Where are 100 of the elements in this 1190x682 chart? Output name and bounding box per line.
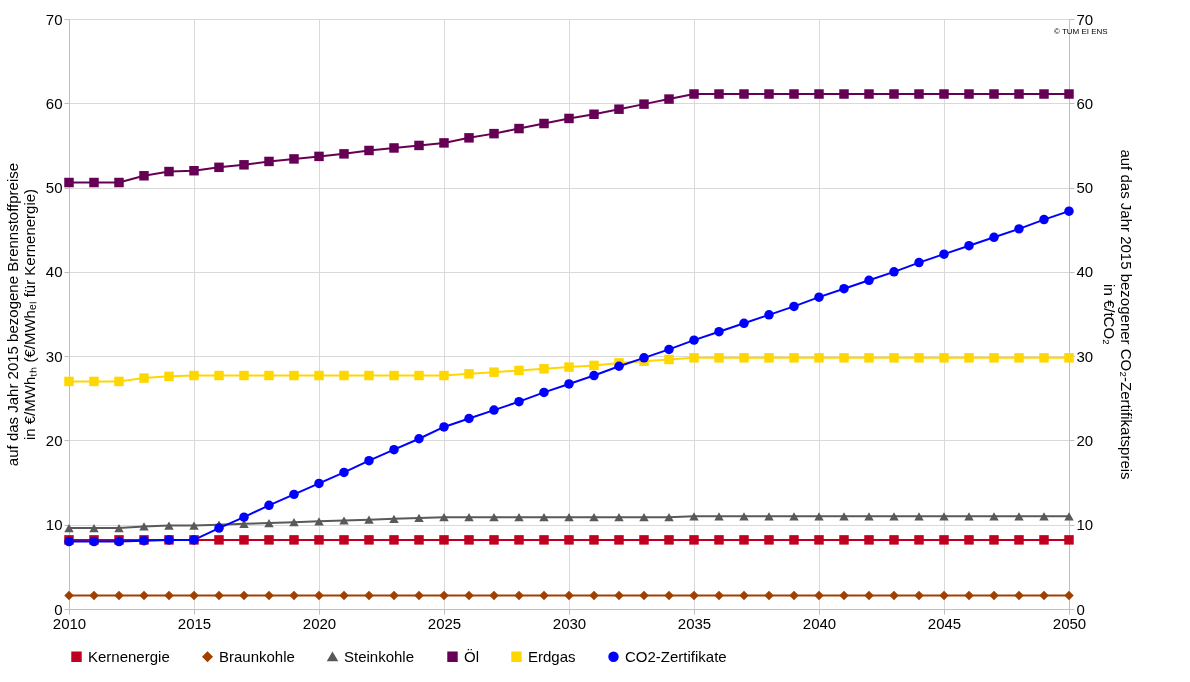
point: [764, 590, 774, 601]
point: [139, 171, 149, 181]
point: [389, 535, 399, 545]
point: [714, 535, 724, 545]
point: [739, 353, 749, 363]
point: [514, 535, 524, 545]
point: [439, 513, 449, 522]
point: [289, 535, 299, 545]
point: [664, 94, 674, 104]
y-tick-label: 20: [45, 431, 63, 449]
point: [289, 154, 299, 164]
point: [789, 512, 799, 521]
point: [314, 151, 324, 162]
point: [714, 89, 724, 99]
point: [1064, 206, 1074, 216]
point: [414, 370, 424, 381]
point: [139, 590, 149, 601]
y2-axis-title: auf das Jahr 2015 bezogener CO₂-Zertifikatspreis in €/tCO₂: [1101, 149, 1136, 480]
y2-tick-label: 10: [1076, 516, 1094, 534]
point: [889, 267, 899, 277]
legend-label: Kernenergie: [88, 647, 170, 665]
point: [839, 590, 849, 601]
point: [289, 518, 299, 527]
legend-label: CO2-Zertifikate: [625, 647, 727, 665]
y2-tick-label: 30: [1076, 347, 1094, 365]
point: [239, 590, 249, 601]
point: [214, 370, 224, 381]
point: [889, 89, 899, 99]
point: [839, 512, 849, 521]
point: [914, 590, 924, 601]
point: [689, 335, 699, 345]
y-tick-label: 50: [45, 179, 63, 197]
point: [389, 370, 399, 381]
point: [764, 310, 774, 320]
point: [164, 166, 174, 177]
point: [889, 590, 899, 601]
point: [864, 275, 874, 286]
point: [714, 353, 724, 363]
point: [764, 89, 774, 99]
point: [939, 512, 949, 521]
point: [264, 500, 274, 511]
point: [89, 523, 99, 533]
point: [214, 590, 224, 601]
point: [689, 89, 699, 99]
point: [1014, 224, 1024, 234]
y-tick-label: 70: [45, 10, 63, 28]
point: [364, 535, 374, 545]
point: [539, 513, 549, 522]
point: [889, 353, 899, 363]
y2-tick-label: 40: [1076, 263, 1094, 281]
point: [514, 396, 524, 407]
point: [114, 376, 124, 387]
point: [439, 422, 449, 432]
point: [314, 478, 324, 489]
point: [589, 513, 599, 522]
point: [989, 353, 999, 363]
point: [864, 512, 874, 521]
point: [514, 365, 524, 376]
y-tick-label: 40: [45, 263, 63, 281]
point: [339, 590, 349, 601]
point: [389, 514, 399, 523]
point: [489, 367, 499, 377]
point: [364, 370, 374, 381]
point: [564, 113, 574, 124]
y-axis-title: auf das Jahr 2015 bezogene Brennstoffpreise in €/MWhₜₕ (€/MWhₑₗ für Kernenergie): [3, 162, 38, 467]
point: [214, 535, 224, 545]
x-tick-label: 2025: [427, 614, 462, 632]
point: [639, 590, 649, 601]
point: [589, 360, 599, 371]
point: [64, 590, 74, 601]
point: [789, 89, 799, 99]
y2-tick-label: 60: [1076, 94, 1094, 112]
point: [564, 513, 574, 522]
point: [214, 523, 224, 533]
point: [789, 590, 799, 601]
point: [964, 590, 974, 601]
y-tick-label: 30: [45, 347, 63, 365]
point: [939, 89, 949, 99]
x-tick-label: 2040: [802, 614, 837, 632]
point: [664, 590, 674, 601]
point: [464, 535, 474, 545]
point: [464, 369, 474, 379]
point: [414, 590, 424, 601]
point: [164, 590, 174, 601]
point: [1064, 590, 1074, 601]
point: [464, 413, 474, 424]
point: [814, 535, 824, 545]
point: [414, 434, 424, 444]
point: [64, 523, 74, 533]
legend-label: Öl: [464, 647, 479, 665]
point: [939, 249, 949, 259]
point: [864, 590, 874, 601]
x-tick-label: 2045: [927, 614, 962, 632]
point: [814, 292, 824, 302]
point: [839, 89, 849, 99]
point: [814, 89, 824, 99]
point: [489, 590, 499, 601]
point: [414, 535, 424, 545]
point: [114, 590, 124, 601]
point: [789, 353, 799, 363]
